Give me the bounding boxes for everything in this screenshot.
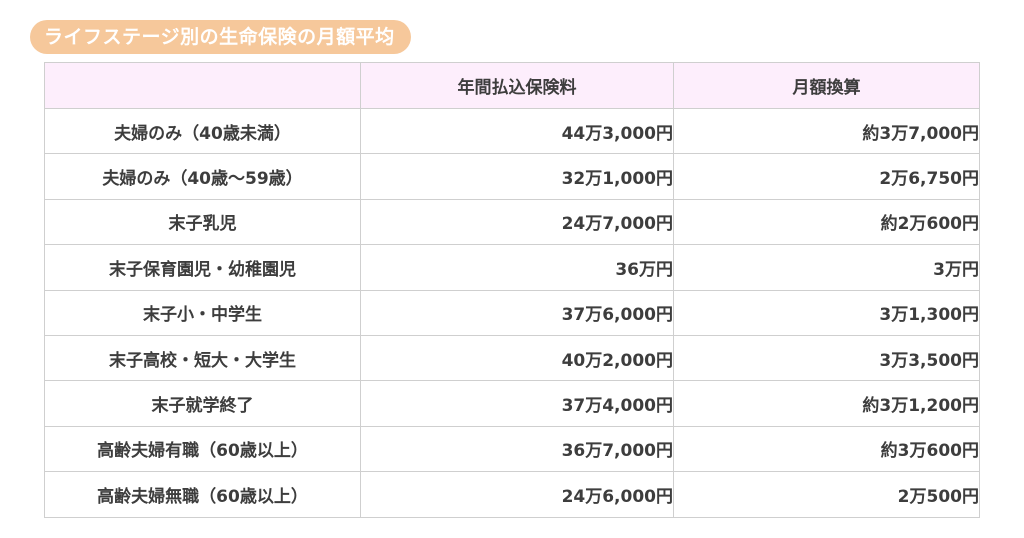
annual-premium-cell: 37万6,000円	[360, 289, 674, 336]
stage-cell: 高齢夫婦無職（60歳以上）	[44, 471, 361, 518]
table-row: 末子小・中学生 37万6,000円 3万1,300円	[44, 289, 980, 336]
table-row: 末子高校・短大・大学生 40万2,000円 3万3,500円	[44, 334, 980, 382]
annual-premium-cell: 36万7,000円	[360, 425, 674, 473]
stage-cell: 末子乳児	[44, 198, 361, 246]
annual-premium-cell: 36万円	[360, 244, 674, 291]
stage-cell: 末子就学終了	[44, 380, 361, 427]
monthly-amount-cell: 約3万7,000円	[673, 107, 980, 155]
table-header-row: 年間払込保険料 月額換算	[44, 62, 980, 109]
annual-premium-cell: 40万2,000円	[360, 334, 674, 382]
stage-cell: 高齢夫婦有職（60歳以上）	[44, 425, 361, 473]
stage-cell: 末子保育園児・幼稚園児	[44, 244, 361, 291]
table-row: 高齢夫婦有職（60歳以上） 36万7,000円 約3万600円	[44, 425, 980, 473]
header-stage	[44, 62, 361, 109]
stage-cell: 末子小・中学生	[44, 289, 361, 336]
table-row: 夫婦のみ（40歳〜59歳） 32万1,000円 2万6,750円	[44, 153, 980, 200]
annual-premium-cell: 32万1,000円	[360, 153, 674, 200]
table-row: 高齢夫婦無職（60歳以上） 24万6,000円 2万500円	[44, 471, 980, 518]
table-row: 末子保育園児・幼稚園児 36万円 3万円	[44, 244, 980, 291]
monthly-amount-cell: 2万500円	[673, 471, 980, 518]
page-title: ライフステージ別の生命保険の月額平均	[30, 20, 411, 54]
stage-cell: 夫婦のみ（40歳未満）	[44, 107, 361, 155]
annual-premium-cell: 37万4,000円	[360, 380, 674, 427]
stage-cell: 末子高校・短大・大学生	[44, 334, 361, 382]
annual-premium-cell: 44万3,000円	[360, 107, 674, 155]
annual-premium-cell: 24万7,000円	[360, 198, 674, 246]
insurance-table: 年間払込保険料 月額換算 夫婦のみ（40歳未満） 44万3,000円 約3万7,…	[44, 62, 980, 518]
monthly-amount-cell: 約3万600円	[673, 425, 980, 473]
monthly-amount-cell: 2万6,750円	[673, 153, 980, 200]
annual-premium-cell: 24万6,000円	[360, 471, 674, 518]
monthly-amount-cell: 3万1,300円	[673, 289, 980, 336]
stage-cell: 夫婦のみ（40歳〜59歳）	[44, 153, 361, 200]
table-row: 末子就学終了 37万4,000円 約3万1,200円	[44, 380, 980, 427]
monthly-amount-cell: 3万3,500円	[673, 334, 980, 382]
table-row: 末子乳児 24万7,000円 約2万600円	[44, 198, 980, 246]
monthly-amount-cell: 約3万1,200円	[673, 380, 980, 427]
monthly-amount-cell: 3万円	[673, 244, 980, 291]
header-monthly-amount: 月額換算	[673, 62, 980, 109]
monthly-amount-cell: 約2万600円	[673, 198, 980, 246]
table-row: 夫婦のみ（40歳未満） 44万3,000円 約3万7,000円	[44, 107, 980, 155]
header-annual-premium: 年間払込保険料	[360, 62, 674, 109]
